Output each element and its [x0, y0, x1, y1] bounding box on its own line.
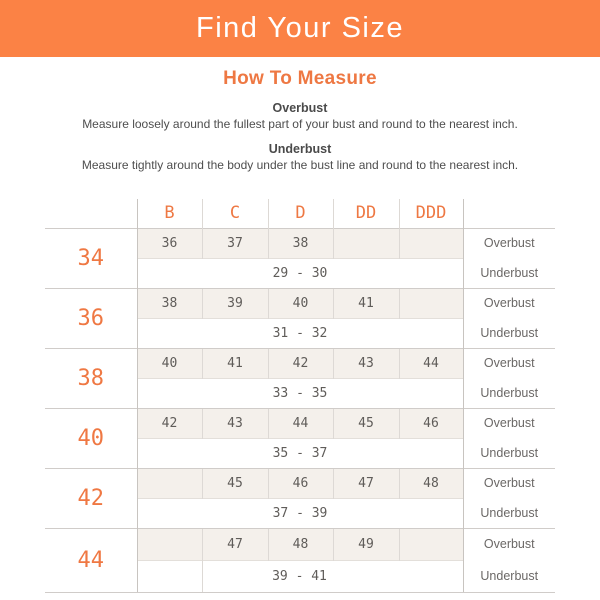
- overbust-cell: 44: [398, 347, 464, 378]
- overbust-cell: 45: [201, 467, 268, 498]
- overbust-instruction-label: Overbust: [272, 101, 328, 115]
- band-size-36: 36: [45, 287, 137, 348]
- band-size-34: 34: [45, 227, 137, 288]
- overbust-instruction-text: Measure loosely around the fullest part …: [82, 117, 518, 131]
- overbust-cell: 36: [136, 227, 202, 258]
- table-row: 37 - 39 Underbust: [45, 497, 555, 528]
- cup-header-row: B C D DD DDD: [45, 199, 555, 228]
- table-row: 44 47 48 49 Overbust: [45, 527, 555, 593]
- size-chart-table: B C D DD DDD 34 36 37 38 Overbust 29 - 3…: [45, 199, 555, 593]
- band-size-42: 42: [45, 467, 137, 528]
- overbust-row-label: Overbust: [462, 347, 555, 378]
- overbust-cell: [332, 227, 399, 258]
- underbust-range-cell: 37 - 39: [136, 497, 464, 528]
- table-row: 31 - 32 Underbust: [45, 317, 555, 348]
- page-title: Find Your Size: [195, 12, 404, 44]
- overbust-cell: 47: [332, 467, 399, 498]
- overbust-cell: 42: [267, 347, 333, 378]
- overbust-cell: 45: [332, 407, 399, 438]
- table-row: 36 38 39 40 41 Overbust: [45, 287, 555, 348]
- overbust-cell: 37: [201, 227, 268, 258]
- underbust-row-label: Underbust: [462, 560, 555, 593]
- cup-header-d: D: [267, 199, 333, 228]
- underbust-row-label: Underbust: [462, 438, 555, 468]
- overbust-cell: [398, 287, 464, 318]
- underbust-row-label: Underbust: [462, 258, 555, 288]
- overbust-cell: [398, 227, 464, 258]
- underbust-row-label: Underbust: [462, 318, 555, 348]
- underbust-range-value: 39 - 41: [272, 568, 327, 584]
- title-banner: Find Your Size: [0, 0, 600, 57]
- overbust-cell: 38: [136, 287, 202, 318]
- overbust-cell: 48: [398, 467, 464, 498]
- cup-header-ddd: DDD: [398, 199, 464, 228]
- measure-instructions: Overbust Measure loosely around the full…: [0, 101, 600, 172]
- table-row: 39 - 41 Underbust: [45, 559, 555, 593]
- cup-header-c: C: [201, 199, 268, 228]
- underbust-range-cell: 29 - 30: [136, 257, 464, 288]
- underbust-instruction-label: Underbust: [268, 142, 332, 156]
- underbust-range-cell: 39 - 41: [202, 559, 464, 593]
- cup-header-b: B: [136, 199, 202, 228]
- band-size-38: 38: [45, 347, 137, 408]
- overbust-cell: 40: [136, 347, 202, 378]
- overbust-cell: 40: [267, 287, 333, 318]
- header-side-spacer: [462, 199, 555, 228]
- overbust-cell: 43: [332, 347, 399, 378]
- overbust-cell: 42: [136, 407, 202, 438]
- table-row: 40 42 43 44 45 46 Overbust: [45, 407, 555, 468]
- cup-header-dd: DD: [332, 199, 399, 228]
- overbust-cell: 48: [267, 527, 333, 560]
- overbust-cell: [136, 467, 202, 498]
- overbust-row-label: Overbust: [462, 467, 555, 498]
- underbust-row-label: Underbust: [462, 378, 555, 408]
- underbust-range-cell: 31 - 32: [136, 317, 464, 348]
- overbust-row-label: Overbust: [462, 407, 555, 438]
- overbust-cell: [136, 527, 202, 560]
- underbust-range-cell: 35 - 37: [136, 437, 464, 468]
- underbust-empty-cell: [136, 559, 203, 593]
- underbust-row-label: Underbust: [462, 498, 555, 528]
- underbust-instruction-text: Measure tightly around the body under th…: [81, 158, 519, 172]
- overbust-cell: 41: [332, 287, 399, 318]
- band-size-40: 40: [45, 407, 137, 468]
- overbust-cell: 41: [201, 347, 268, 378]
- overbust-row-label: Overbust: [462, 227, 555, 258]
- overbust-cell: 39: [201, 287, 268, 318]
- table-row: 42 45 46 47 48 Overbust: [45, 467, 555, 528]
- overbust-cell: 44: [267, 407, 333, 438]
- table-row: 38 40 41 42 43 44 Overbust: [45, 347, 555, 408]
- overbust-cell: 38: [267, 227, 333, 258]
- how-to-measure-heading: How To Measure: [223, 68, 377, 89]
- overbust-cell: [398, 527, 464, 560]
- overbust-row-label: Overbust: [462, 527, 555, 560]
- table-row: 35 - 37 Underbust: [45, 437, 555, 468]
- table-row: 29 - 30 Underbust: [45, 257, 555, 288]
- overbust-cell: 46: [398, 407, 464, 438]
- overbust-cell: 46: [267, 467, 333, 498]
- table-row: 33 - 35 Underbust: [45, 377, 555, 408]
- band-size-44: 44: [45, 527, 137, 593]
- overbust-row-label: Overbust: [462, 287, 555, 318]
- table-row: 34 36 37 38 Overbust: [45, 227, 555, 288]
- overbust-cell: 43: [201, 407, 268, 438]
- overbust-cell: 49: [332, 527, 399, 560]
- header-spacer: [45, 199, 137, 228]
- overbust-cell: 47: [201, 527, 268, 560]
- underbust-range-cell: 33 - 35: [136, 377, 464, 408]
